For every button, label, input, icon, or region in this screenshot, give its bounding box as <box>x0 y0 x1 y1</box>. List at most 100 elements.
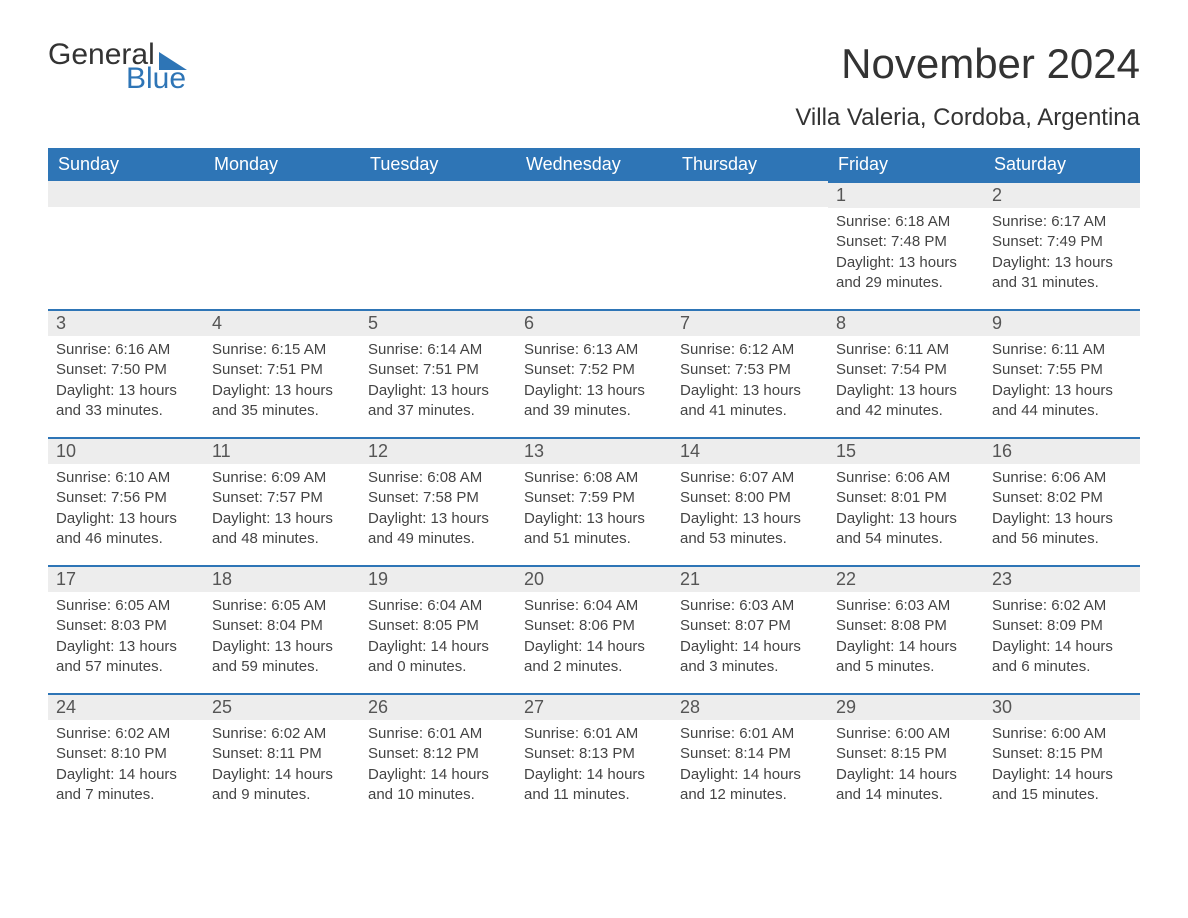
sunrise-line: Sunrise: 6:04 AM <box>368 596 508 616</box>
empty-cell <box>360 181 516 207</box>
sunrise-line: Sunrise: 6:02 AM <box>992 596 1132 616</box>
daylight-line: Daylight: 14 hours and 5 minutes. <box>836 637 976 678</box>
title-block: November 2024 Villa Valeria, Cordoba, Ar… <box>795 40 1140 142</box>
day-number: 2 <box>984 181 1140 208</box>
calendar-cell: 12Sunrise: 6:08 AMSunset: 7:58 PMDayligh… <box>360 437 516 565</box>
sunset-line: Sunset: 8:05 PM <box>368 616 508 636</box>
calendar-cell: 13Sunrise: 6:08 AMSunset: 7:59 PMDayligh… <box>516 437 672 565</box>
sunrise-line: Sunrise: 6:14 AM <box>368 340 508 360</box>
day-number: 10 <box>48 437 204 464</box>
sunset-line: Sunset: 7:48 PM <box>836 232 976 252</box>
calendar-cell: 25Sunrise: 6:02 AMSunset: 8:11 PMDayligh… <box>204 693 360 821</box>
day-details: Sunrise: 6:03 AMSunset: 8:08 PMDaylight:… <box>828 592 984 683</box>
day-number: 9 <box>984 309 1140 336</box>
day-details: Sunrise: 6:14 AMSunset: 7:51 PMDaylight:… <box>360 336 516 427</box>
calendar-cell: 22Sunrise: 6:03 AMSunset: 8:08 PMDayligh… <box>828 565 984 693</box>
calendar-row: 10Sunrise: 6:10 AMSunset: 7:56 PMDayligh… <box>48 437 1140 565</box>
calendar-cell <box>672 181 828 309</box>
day-number: 1 <box>828 181 984 208</box>
day-details: Sunrise: 6:06 AMSunset: 8:01 PMDaylight:… <box>828 464 984 555</box>
day-details: Sunrise: 6:07 AMSunset: 8:00 PMDaylight:… <box>672 464 828 555</box>
day-details: Sunrise: 6:04 AMSunset: 8:05 PMDaylight:… <box>360 592 516 683</box>
sunrise-line: Sunrise: 6:13 AM <box>524 340 664 360</box>
calendar-cell: 30Sunrise: 6:00 AMSunset: 8:15 PMDayligh… <box>984 693 1140 821</box>
daylight-line: Daylight: 13 hours and 31 minutes. <box>992 253 1132 294</box>
day-details: Sunrise: 6:01 AMSunset: 8:12 PMDaylight:… <box>360 720 516 811</box>
day-details: Sunrise: 6:12 AMSunset: 7:53 PMDaylight:… <box>672 336 828 427</box>
sunrise-line: Sunrise: 6:11 AM <box>992 340 1132 360</box>
day-number: 15 <box>828 437 984 464</box>
day-details: Sunrise: 6:00 AMSunset: 8:15 PMDaylight:… <box>984 720 1140 811</box>
day-number: 18 <box>204 565 360 592</box>
calendar-cell <box>48 181 204 309</box>
calendar-cell: 16Sunrise: 6:06 AMSunset: 8:02 PMDayligh… <box>984 437 1140 565</box>
page-title: November 2024 <box>795 40 1140 88</box>
calendar-cell <box>204 181 360 309</box>
sunset-line: Sunset: 7:52 PM <box>524 360 664 380</box>
calendar-cell: 27Sunrise: 6:01 AMSunset: 8:13 PMDayligh… <box>516 693 672 821</box>
daylight-line: Daylight: 13 hours and 49 minutes. <box>368 509 508 550</box>
sunset-line: Sunset: 8:08 PM <box>836 616 976 636</box>
sunset-line: Sunset: 8:07 PM <box>680 616 820 636</box>
day-number: 21 <box>672 565 828 592</box>
calendar-cell <box>516 181 672 309</box>
calendar-cell: 15Sunrise: 6:06 AMSunset: 8:01 PMDayligh… <box>828 437 984 565</box>
sunrise-line: Sunrise: 6:12 AM <box>680 340 820 360</box>
calendar-cell <box>360 181 516 309</box>
sunset-line: Sunset: 8:12 PM <box>368 744 508 764</box>
sunrise-line: Sunrise: 6:10 AM <box>56 468 196 488</box>
sunset-line: Sunset: 8:15 PM <box>836 744 976 764</box>
daylight-line: Daylight: 13 hours and 39 minutes. <box>524 381 664 422</box>
daylight-line: Daylight: 13 hours and 46 minutes. <box>56 509 196 550</box>
day-details: Sunrise: 6:05 AMSunset: 8:03 PMDaylight:… <box>48 592 204 683</box>
day-number: 17 <box>48 565 204 592</box>
day-details: Sunrise: 6:10 AMSunset: 7:56 PMDaylight:… <box>48 464 204 555</box>
sunrise-line: Sunrise: 6:11 AM <box>836 340 976 360</box>
calendar-cell: 17Sunrise: 6:05 AMSunset: 8:03 PMDayligh… <box>48 565 204 693</box>
daylight-line: Daylight: 13 hours and 56 minutes. <box>992 509 1132 550</box>
day-number: 14 <box>672 437 828 464</box>
sunset-line: Sunset: 7:49 PM <box>992 232 1132 252</box>
calendar-cell: 4Sunrise: 6:15 AMSunset: 7:51 PMDaylight… <box>204 309 360 437</box>
sunset-line: Sunset: 7:56 PM <box>56 488 196 508</box>
sunset-line: Sunset: 8:14 PM <box>680 744 820 764</box>
daylight-line: Daylight: 14 hours and 0 minutes. <box>368 637 508 678</box>
sunrise-line: Sunrise: 6:03 AM <box>680 596 820 616</box>
day-number: 13 <box>516 437 672 464</box>
day-details: Sunrise: 6:08 AMSunset: 7:59 PMDaylight:… <box>516 464 672 555</box>
sunrise-line: Sunrise: 6:01 AM <box>524 724 664 744</box>
day-number: 22 <box>828 565 984 592</box>
daylight-line: Daylight: 14 hours and 3 minutes. <box>680 637 820 678</box>
sunrise-line: Sunrise: 6:16 AM <box>56 340 196 360</box>
day-details: Sunrise: 6:01 AMSunset: 8:14 PMDaylight:… <box>672 720 828 811</box>
day-number: 7 <box>672 309 828 336</box>
sunrise-line: Sunrise: 6:08 AM <box>368 468 508 488</box>
calendar-row: 1Sunrise: 6:18 AMSunset: 7:48 PMDaylight… <box>48 181 1140 309</box>
calendar-cell: 9Sunrise: 6:11 AMSunset: 7:55 PMDaylight… <box>984 309 1140 437</box>
day-number: 12 <box>360 437 516 464</box>
sunset-line: Sunset: 8:03 PM <box>56 616 196 636</box>
day-details: Sunrise: 6:06 AMSunset: 8:02 PMDaylight:… <box>984 464 1140 555</box>
calendar-cell: 23Sunrise: 6:02 AMSunset: 8:09 PMDayligh… <box>984 565 1140 693</box>
day-number: 26 <box>360 693 516 720</box>
daylight-line: Daylight: 13 hours and 53 minutes. <box>680 509 820 550</box>
day-number: 30 <box>984 693 1140 720</box>
daylight-line: Daylight: 13 hours and 41 minutes. <box>680 381 820 422</box>
sunrise-line: Sunrise: 6:07 AM <box>680 468 820 488</box>
empty-cell <box>48 181 204 207</box>
sunset-line: Sunset: 8:00 PM <box>680 488 820 508</box>
daylight-line: Daylight: 13 hours and 37 minutes. <box>368 381 508 422</box>
calendar-cell: 29Sunrise: 6:00 AMSunset: 8:15 PMDayligh… <box>828 693 984 821</box>
day-number: 29 <box>828 693 984 720</box>
sunset-line: Sunset: 8:09 PM <box>992 616 1132 636</box>
day-number: 25 <box>204 693 360 720</box>
sunset-line: Sunset: 7:53 PM <box>680 360 820 380</box>
daylight-line: Daylight: 14 hours and 9 minutes. <box>212 765 352 806</box>
sunrise-line: Sunrise: 6:04 AM <box>524 596 664 616</box>
daylight-line: Daylight: 13 hours and 42 minutes. <box>836 381 976 422</box>
calendar-cell: 19Sunrise: 6:04 AMSunset: 8:05 PMDayligh… <box>360 565 516 693</box>
day-number: 19 <box>360 565 516 592</box>
day-details: Sunrise: 6:02 AMSunset: 8:09 PMDaylight:… <box>984 592 1140 683</box>
calendar-body: 1Sunrise: 6:18 AMSunset: 7:48 PMDaylight… <box>48 181 1140 821</box>
sunrise-line: Sunrise: 6:00 AM <box>992 724 1132 744</box>
